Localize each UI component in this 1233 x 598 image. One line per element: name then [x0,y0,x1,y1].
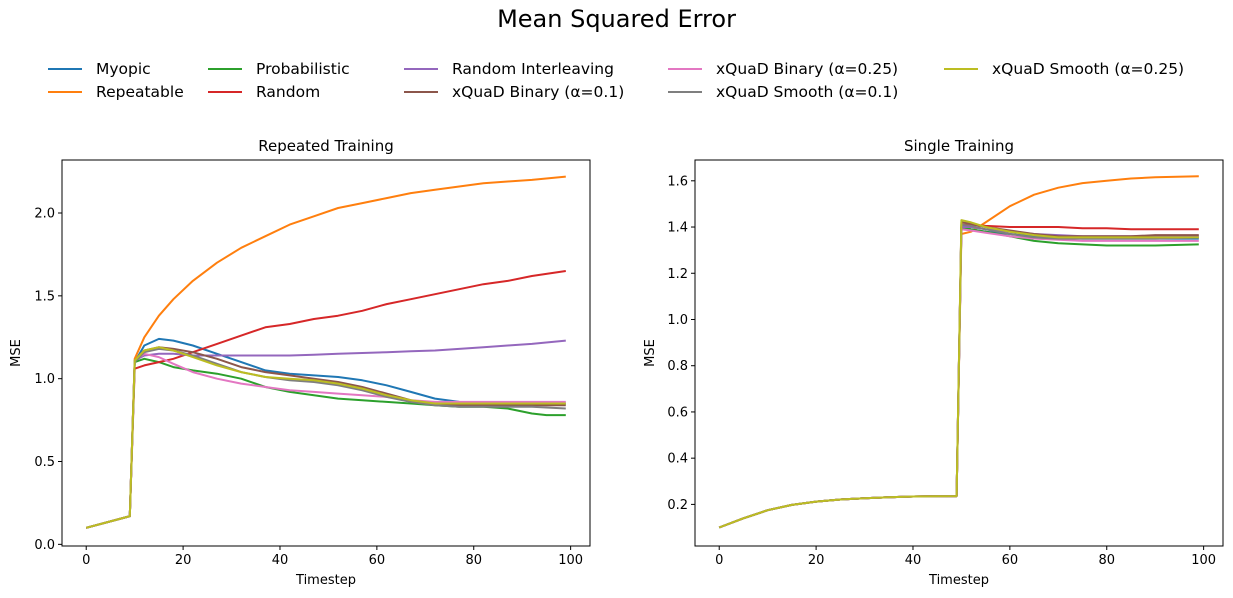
legend-item: xQuaD Binary (α=0.1) [404,81,624,103]
y-tick-label: 2.0 [34,207,55,222]
x-tick-label: 60 [1002,553,1019,568]
x-tick-label: 20 [175,553,192,568]
x-tick-label: 0 [715,553,723,568]
x-tick-label: 60 [369,553,386,568]
series-line [718,219,1199,529]
y-tick-label: 1.6 [667,174,688,189]
legend-swatch [944,68,978,70]
legend-label: Myopic [96,60,151,78]
legend-label: xQuaD Binary (α=0.25) [716,60,899,78]
chart-title: Repeated Training [258,137,394,155]
y-tick-label: 0.4 [667,452,688,467]
x-tick-label: 20 [808,553,825,568]
y-tick-label: 1.0 [34,372,55,387]
y-tick-label: 1.0 [667,313,688,328]
legend-label: xQuaD Smooth (α=0.1) [716,83,899,101]
legend-item: xQuaD Smooth (α=0.25) [944,58,1184,80]
series-line [85,346,566,529]
series-line [85,346,566,529]
legend-item: xQuaD Binary (α=0.25) [668,58,898,80]
legend-label: xQuaD Binary (α=0.1) [452,83,625,101]
legend-swatch [404,68,438,70]
chart-title: Single Training [904,137,1014,155]
y-tick-label: 1.5 [34,289,55,304]
plot-frame [61,159,591,547]
y-tick-label: 1.4 [667,221,688,236]
legend-swatch [668,91,702,93]
chart-panel: 0 20 40 60 80 100 0.2 0.4 0.6 0.8 1.0 1.2 1.4 1.6 Sing… [643,137,1224,588]
x-axis-label: Timestep [928,573,989,588]
legend-label: Repeatable [96,83,184,101]
legend-item: Probabilistic [208,58,350,80]
series-line [85,175,566,529]
y-tick-label: 0.0 [34,538,55,553]
x-tick-label: 100 [558,553,583,568]
series-line [85,339,566,529]
legend-swatch [404,91,438,93]
y-tick-label: 0.8 [667,359,688,374]
legend-item: xQuaD Smooth (α=0.1) [668,81,898,103]
y-tick-label: 0.2 [667,498,688,513]
y-tick-label: 1.2 [667,267,688,282]
legend-item: Repeatable [48,81,184,103]
legend-label: Probabilistic [256,60,350,78]
x-tick-label: 100 [1191,553,1216,568]
legend-label: xQuaD Smooth (α=0.25) [992,60,1185,78]
y-axis-label: MSE [643,339,658,367]
legend-swatch [48,91,82,93]
y-tick-label: 0.6 [667,405,688,420]
series-line [85,347,566,529]
legend: Myopic Repeatable Probabilistic Random Rando… [48,58,1228,114]
x-tick-label: 40 [905,553,922,568]
y-axis-label: MSE [9,339,24,367]
plot-frame [694,159,1224,547]
legend-label: Random Interleaving [452,60,614,78]
legend-label: Random [256,83,321,101]
legend-item: Myopic [48,58,151,80]
chart-panel: 0 20 40 60 80 100 0.0 0.5 1.0 1.5 2.0 Repeated Trai… [9,137,591,588]
legend-swatch [668,68,702,70]
x-axis-label: Timestep [295,573,356,588]
legend-item: Random [208,81,320,103]
legend-swatch [208,68,242,70]
series-line [85,352,566,529]
legend-swatch [48,68,82,70]
x-tick-label: 80 [1098,553,1115,568]
x-tick-label: 80 [465,553,482,568]
legend-item: Random Interleaving [404,58,614,80]
series-line [85,270,566,529]
x-tick-label: 0 [82,553,90,568]
legend-swatch [208,91,242,93]
series-line [85,337,566,529]
figure-title: Mean Squared Error [497,5,736,33]
y-tick-label: 0.5 [34,455,55,470]
x-tick-label: 40 [272,553,289,568]
